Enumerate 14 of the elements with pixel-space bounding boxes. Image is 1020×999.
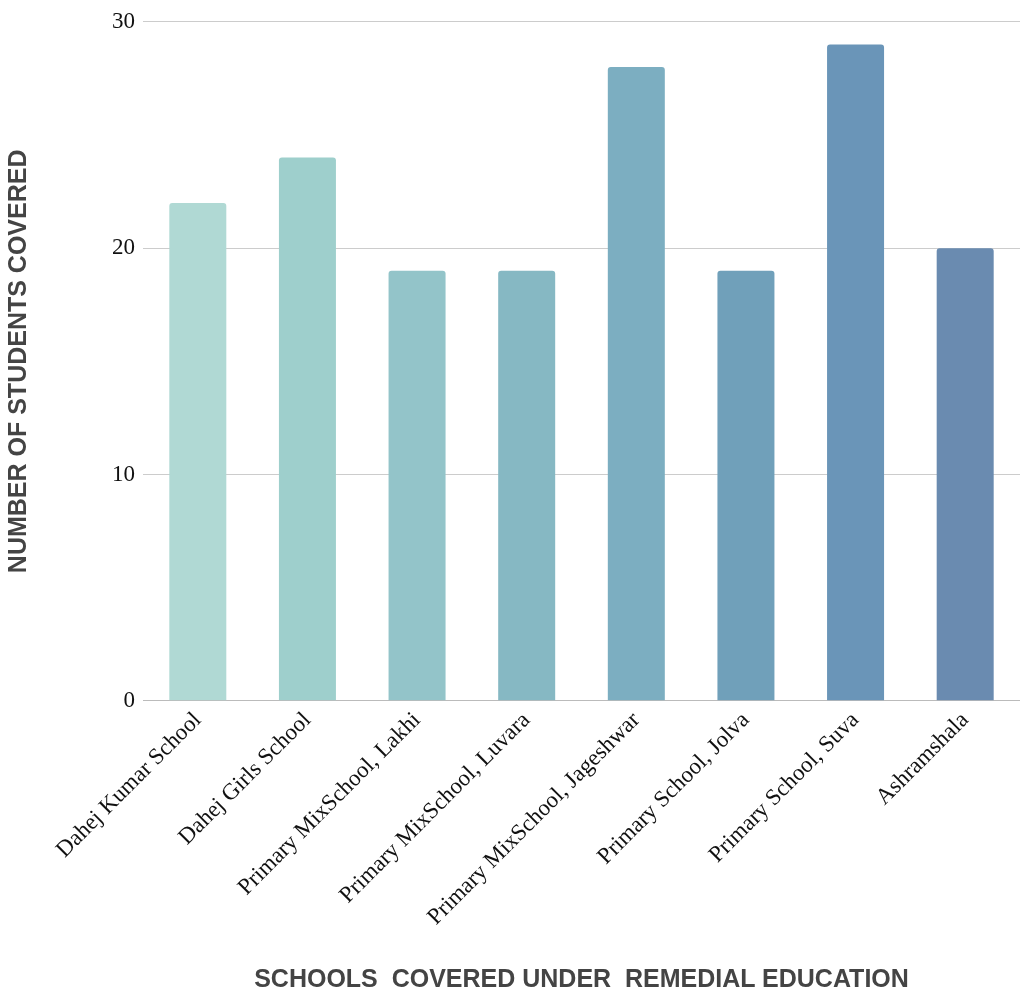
x-axis-title: SCHOOLS COVERED UNDER REMEDIAL EDUCATION (254, 963, 909, 992)
y-tick-label: 20 (112, 234, 135, 260)
bar (498, 270, 556, 701)
bar (936, 248, 994, 701)
y-tick-label: 30 (112, 7, 135, 33)
bar (827, 44, 885, 701)
bar (717, 270, 775, 701)
bar (607, 67, 665, 701)
bar (278, 157, 336, 701)
y-tick-label: 0 (123, 686, 135, 712)
bar (169, 202, 227, 701)
y-axis-title: NUMBER OF STUDENTS COVERED (2, 149, 31, 574)
y-tick-label: 10 (112, 460, 135, 486)
bar (388, 270, 446, 701)
